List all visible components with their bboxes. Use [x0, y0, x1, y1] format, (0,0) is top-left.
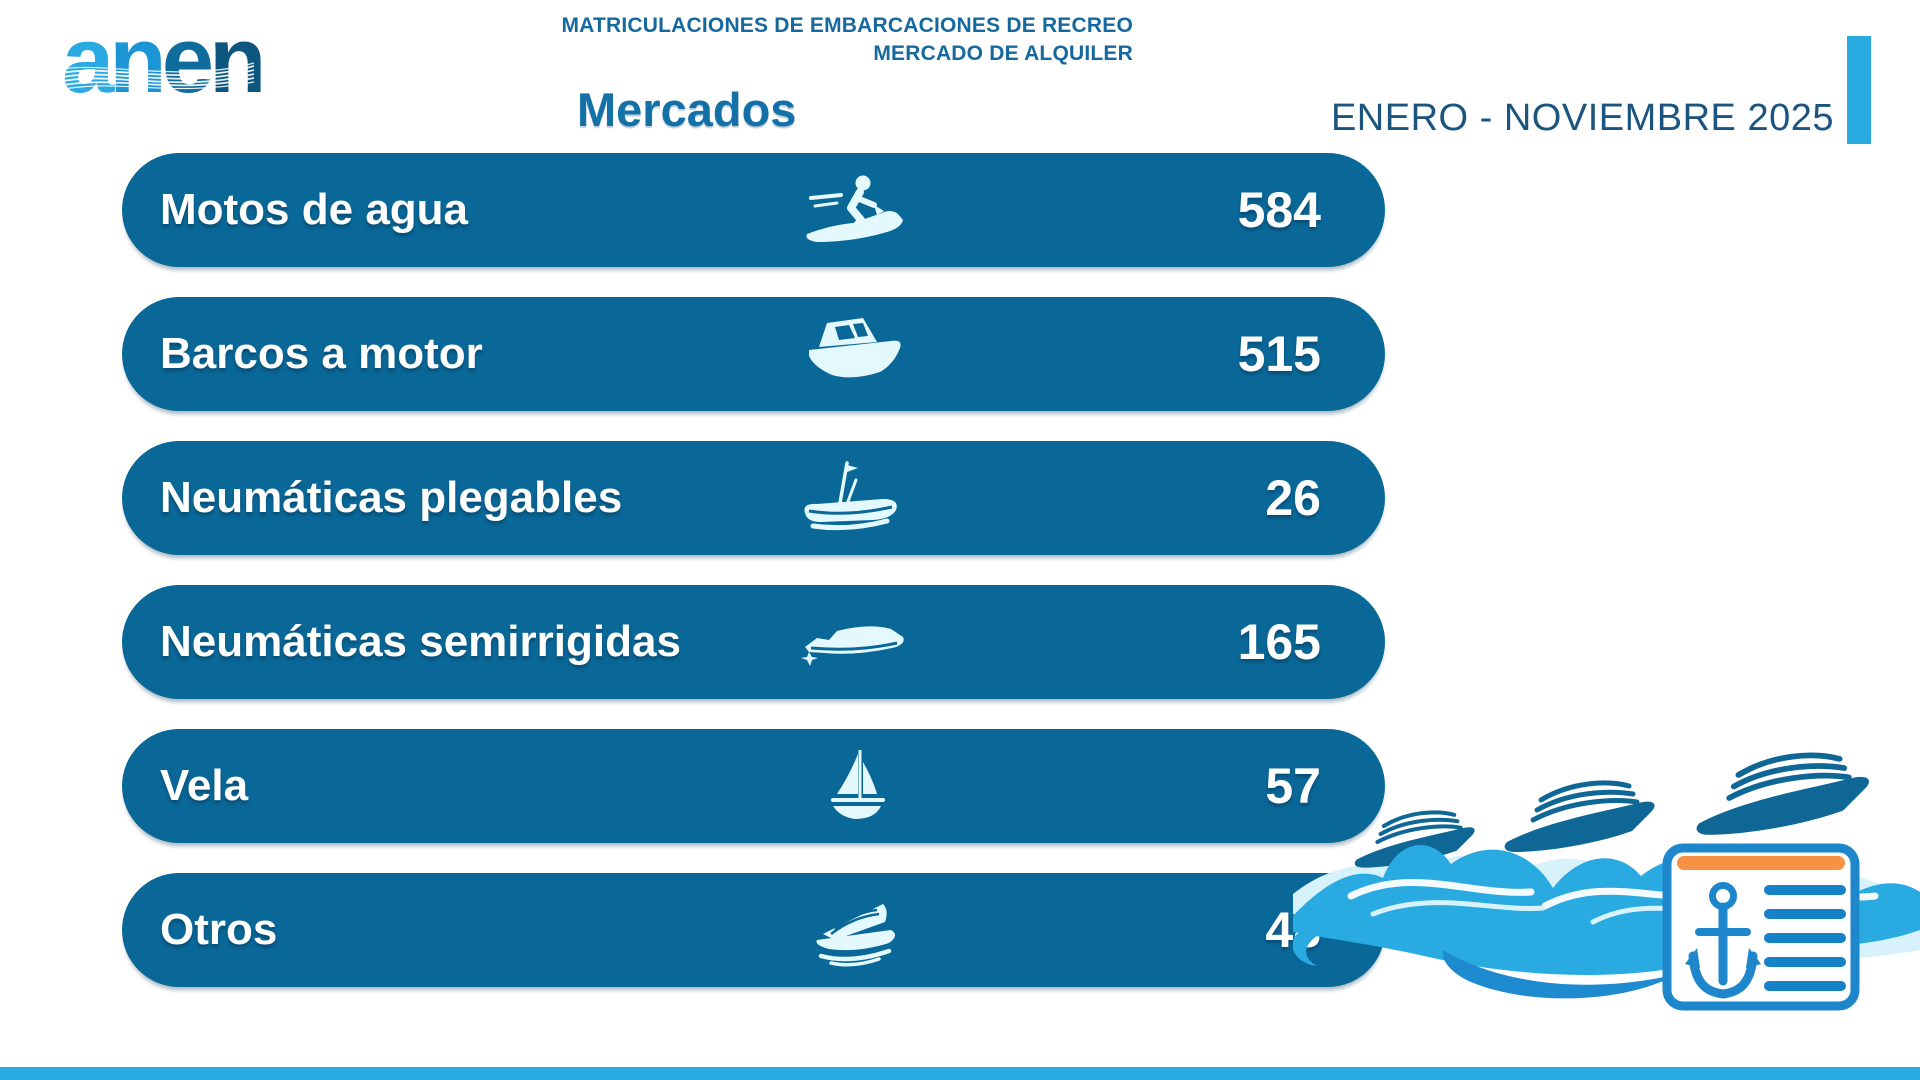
market-row-otros: Otros 48 — [122, 873, 1385, 987]
row-value: 515 — [1237, 326, 1321, 382]
report-title-line1: MATRICULACIONES DE EMBARCACIONES DE RECR… — [561, 14, 1133, 37]
logo-letter: e — [161, 7, 214, 112]
row-value: 26 — [1265, 470, 1321, 526]
under-swoosh-shape — [1442, 950, 1678, 999]
market-row-vela: Vela 57 — [122, 729, 1385, 843]
left-swirl-shape — [1293, 928, 1323, 966]
report-title: MATRICULACIONES DE EMBARCACIONES DE RECR… — [561, 12, 1133, 68]
anen-logo: anen — [58, 13, 266, 110]
market-row-neumaticas-plegables: Neumáticas plegables 26 — [122, 441, 1385, 555]
registration-card-icon — [1662, 843, 1860, 1011]
logo-letter: a — [62, 7, 114, 112]
card-text-lines — [1764, 885, 1846, 991]
logo-letter: n — [208, 7, 266, 112]
yacht-icon — [777, 873, 937, 987]
row-label: Neumáticas semirrigidas — [160, 617, 681, 666]
inflatable-dinghy-icon — [777, 441, 937, 555]
row-label: Vela — [160, 761, 249, 810]
logo-letter: n — [109, 7, 166, 112]
sailboat-icon — [777, 729, 937, 843]
waves-boats-illustration — [1293, 752, 1920, 1011]
report-title-line2: MERCADO DE ALQUILER — [873, 42, 1133, 65]
row-label: Barcos a motor — [160, 329, 483, 378]
rib-speedboat-icon — [777, 585, 937, 699]
period-label: ENERO - NOVIEMBRE 2025 — [1330, 97, 1834, 139]
row-label: Otros — [160, 905, 278, 954]
motorboat-icon — [777, 297, 937, 411]
jet-ski-icon — [777, 153, 937, 267]
row-value: 165 — [1237, 614, 1321, 670]
market-row-motos-de-agua: Motos de agua 584 — [122, 153, 1385, 267]
footer-accent-bar — [0, 1067, 1920, 1080]
row-value: 57 — [1265, 758, 1321, 814]
market-row-barcos-a-motor: Barcos a motor 515 — [122, 297, 1385, 411]
row-label: Neumáticas plegables — [160, 473, 623, 522]
anchor-icon — [1685, 882, 1761, 999]
market-rows: Motos de agua 584 Barcos a motor — [122, 153, 1385, 987]
speedboat-silhouettes-icon — [1354, 752, 1869, 868]
card-orange-bar — [1677, 856, 1845, 870]
market-row-neumaticas-semirrigidas: Neumáticas semirrigidas 165 — [122, 585, 1385, 699]
row-value: 584 — [1237, 182, 1321, 238]
row-label: Motos de agua — [160, 185, 469, 234]
section-title: Mercados — [577, 83, 797, 136]
period-accent-bar — [1847, 36, 1871, 144]
